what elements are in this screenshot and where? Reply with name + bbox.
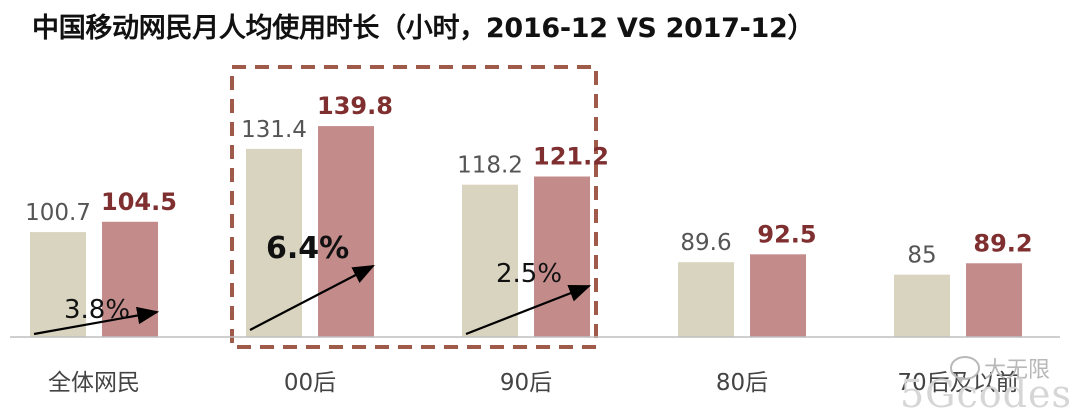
value-label-2017: 92.5	[757, 220, 816, 248]
bar-2017	[750, 254, 806, 337]
growth-arrow	[465, 284, 592, 336]
bar-2016	[246, 148, 302, 337]
growth-arrow	[33, 306, 160, 336]
watermark-secondary: 5Gcodes	[899, 372, 1072, 416]
watermark: 大无限	[949, 352, 1050, 384]
growth-label: 2.5%	[496, 259, 562, 289]
category-label: 全体网民	[48, 370, 140, 396]
wechat-bubble-icon	[949, 356, 980, 384]
value-label-2016: 100.7	[25, 200, 91, 226]
value-label-2016: 118.2	[457, 153, 523, 179]
category-label: 80后	[716, 370, 768, 396]
growth-arrow	[249, 264, 375, 331]
bar-2016	[894, 274, 950, 337]
bar-2017	[318, 126, 374, 338]
bar-2016	[30, 232, 86, 337]
category-label: 90后	[500, 370, 552, 396]
value-label-2017: 89.2	[973, 229, 1032, 257]
growth-label: 3.8%	[64, 295, 130, 325]
chart-title: 中国移动网民月人均使用时长（小时，2016-12 VS 2017-12）	[32, 13, 815, 44]
value-label-2016: 85	[907, 243, 936, 269]
growth-label: 6.4%	[266, 231, 349, 266]
category-label: 00后	[284, 370, 336, 396]
watermark-text: 大无限	[983, 358, 1050, 383]
value-label-2017: 104.5	[101, 188, 177, 216]
bar-2016	[678, 262, 734, 337]
value-label-2017: 139.8	[317, 92, 393, 120]
bar-2016	[462, 184, 518, 337]
bar-2017	[966, 263, 1022, 337]
value-label-2016: 131.4	[241, 117, 307, 143]
bar-2017	[534, 176, 590, 337]
value-label-2016: 89.6	[680, 230, 731, 256]
value-label-2017: 121.2	[533, 143, 609, 171]
